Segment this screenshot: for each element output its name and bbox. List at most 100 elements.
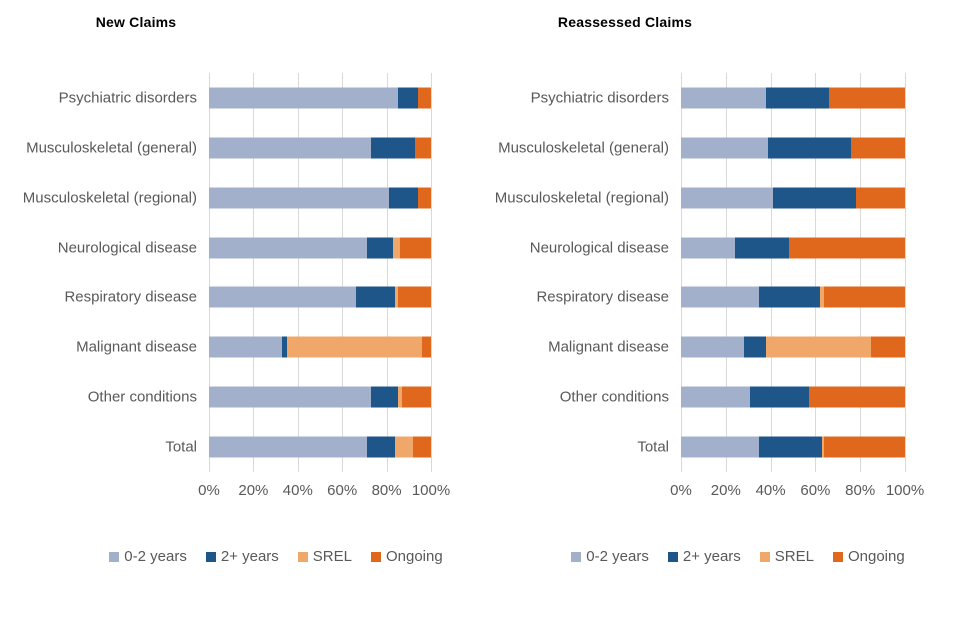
bar-segment-ongoing — [413, 436, 431, 458]
bar-segment-2+-years — [371, 386, 398, 408]
gridline — [209, 73, 210, 472]
category-label: Respiratory disease — [536, 288, 669, 306]
stacked-bar — [209, 237, 431, 259]
bar-segment-2+-years — [768, 137, 852, 159]
legend-label: SREL — [312, 548, 352, 565]
bar-segment-2+-years — [366, 237, 394, 259]
bar-segment-0-2-years — [209, 87, 398, 109]
legend-item: Ongoing — [370, 548, 443, 565]
category-label: Other conditions — [87, 388, 197, 406]
bar-segment-0-2-years — [209, 237, 367, 259]
stacked-bar — [209, 386, 431, 408]
bar-segment-ongoing — [399, 237, 431, 259]
legend-swatch-icon — [832, 551, 843, 562]
bar-segment-ongoing — [788, 237, 905, 259]
legend-label: SREL — [774, 548, 814, 565]
chart-title: Reassessed Claims — [557, 14, 693, 30]
legend-label: 2+ years — [682, 548, 741, 565]
bar-segment-2+-years — [397, 87, 418, 109]
bar-segment-2+-years — [371, 137, 416, 159]
plot-area — [681, 73, 906, 472]
bar-segment-0-2-years — [209, 286, 356, 308]
gridline — [431, 73, 432, 472]
bar-segment-srel — [393, 237, 400, 259]
stacked-bar — [681, 436, 905, 458]
bar-segment-0-2-years — [681, 286, 760, 308]
x-tick-label: 60% — [800, 482, 831, 499]
bar-segment-0-2-years — [681, 187, 773, 209]
gridline — [905, 73, 906, 472]
bar-segment-ongoing — [402, 386, 431, 408]
bar-segment-ongoing — [422, 336, 431, 358]
x-tick-label: 0% — [198, 482, 220, 499]
bar-segment-2+-years — [750, 386, 809, 408]
x-axis: 0% 20% 40% 60% 80% 100% — [480, 482, 960, 502]
legend-swatch-icon — [759, 551, 770, 562]
legend-item: 2+ years — [667, 548, 741, 565]
bar-segment-ongoing — [808, 386, 905, 408]
bar-segment-2+-years — [759, 436, 823, 458]
stacked-bar — [681, 386, 905, 408]
bar-segment-ongoing — [855, 187, 905, 209]
legend-label: 0-2 years — [586, 548, 649, 565]
gridline — [342, 73, 344, 472]
category-label: Neurological disease — [529, 239, 669, 257]
category-label: Malignant disease — [76, 338, 197, 356]
category-label: Total — [637, 438, 669, 456]
bar-segment-0-2-years — [209, 137, 372, 159]
gridline — [860, 73, 862, 472]
bar-segment-ongoing — [415, 137, 431, 159]
bar-segment-ongoing — [417, 187, 431, 209]
category-label: Respiratory disease — [64, 288, 197, 306]
legend-label: Ongoing — [847, 548, 905, 565]
bar-segment-0-2-years — [209, 386, 372, 408]
legend-swatch-icon — [205, 551, 216, 562]
bar-segment-2+-years — [766, 87, 829, 109]
legend-swatch-icon — [667, 551, 678, 562]
legend-label: Ongoing — [385, 548, 443, 565]
legend-item: Ongoing — [832, 548, 905, 565]
bar-segment-0-2-years — [209, 336, 283, 358]
x-tick-label: 80% — [371, 482, 402, 499]
bar-segment-srel — [819, 286, 825, 308]
legend-swatch-icon — [370, 551, 381, 562]
stacked-bar — [681, 237, 905, 259]
x-tick-label: 40% — [755, 482, 786, 499]
x-tick-label: 60% — [327, 482, 358, 499]
bar-segment-ongoing — [397, 286, 431, 308]
gridline — [725, 73, 727, 472]
legend: 0-2 years 2+ years SREL Ongoing — [498, 548, 960, 565]
stacked-bar — [681, 286, 905, 308]
bar-segment-2+-years — [772, 187, 856, 209]
bar-segment-ongoing — [824, 286, 905, 308]
gridline — [770, 73, 772, 472]
bar-segment-0-2-years — [681, 336, 744, 358]
legend-item: SREL — [297, 548, 352, 565]
chart-reassessed-claims: Reassessed Claims 0% 20% 40% 60% 80% 100% 0-2… — [480, 0, 960, 640]
bar-segment-2+-years — [366, 436, 396, 458]
category-label: Musculoskeletal (general) — [26, 139, 197, 157]
category-label: Malignant disease — [548, 338, 669, 356]
bar-segment-0-2-years — [681, 386, 751, 408]
category-label: Neurological disease — [57, 239, 197, 257]
bar-segment-0-2-years — [681, 87, 767, 109]
bar-segment-srel — [822, 436, 825, 458]
bar-segment-2+-years — [282, 336, 287, 358]
stacked-bar — [681, 336, 905, 358]
bar-segment-srel — [395, 286, 398, 308]
legend-item: SREL — [759, 548, 814, 565]
bar-segment-srel — [397, 386, 403, 408]
x-tick-label: 0% — [670, 482, 692, 499]
x-tick-label: 80% — [845, 482, 876, 499]
gridline — [815, 73, 817, 472]
bar-segment-ongoing — [851, 137, 905, 159]
gridline — [681, 73, 682, 472]
plot-area — [209, 73, 432, 472]
legend-swatch-icon — [109, 551, 120, 562]
chart-title: New Claims — [95, 14, 177, 30]
stacked-bar — [681, 137, 905, 159]
stacked-bar — [209, 187, 431, 209]
bar-segment-0-2-years — [681, 436, 760, 458]
legend: 0-2 years 2+ years SREL Ongoing — [36, 548, 516, 565]
stacked-bar — [681, 87, 905, 109]
